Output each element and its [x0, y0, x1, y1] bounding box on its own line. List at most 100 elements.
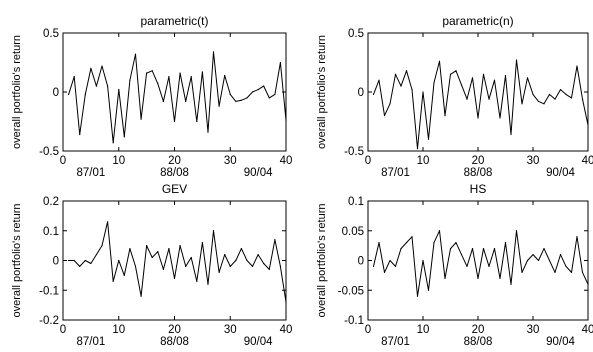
data-point — [112, 280, 114, 282]
data-point — [532, 93, 534, 95]
y-tick-label: -0.5 — [344, 146, 364, 158]
data-point — [565, 265, 567, 268]
data-point — [162, 268, 164, 271]
date-label: 88/08 — [160, 336, 189, 348]
axes-frame — [62, 200, 287, 321]
data-point — [179, 245, 181, 247]
data-point — [224, 253, 226, 256]
x-tick-label: 10 — [417, 324, 430, 336]
data-point — [493, 248, 496, 250]
data-point — [162, 100, 164, 103]
data-point — [263, 85, 265, 87]
data-point — [444, 115, 446, 117]
x-tick-label: 30 — [224, 155, 237, 167]
data-point — [488, 265, 490, 268]
data-point — [179, 72, 181, 74]
data-point — [587, 283, 589, 285]
data-point — [587, 124, 589, 126]
data-point — [372, 265, 375, 268]
data-point — [378, 79, 380, 81]
data-point — [559, 89, 562, 91]
data-point — [235, 100, 237, 103]
axes-frame — [367, 200, 589, 321]
data-point — [422, 259, 424, 262]
data-point — [488, 98, 490, 100]
chart-title: HS — [470, 182, 487, 196]
data-point — [279, 265, 282, 268]
subplot-parametric-t: parametric(t) overall portfolio's return -… — [11, 14, 292, 179]
data-point — [207, 283, 209, 285]
data-point — [118, 89, 120, 91]
y-tick-label: 0.1 — [348, 196, 364, 208]
x-tick-label: 20 — [472, 155, 485, 167]
date-label: 90/04 — [244, 336, 273, 348]
x-tick-label: 10 — [112, 155, 125, 167]
data-point — [438, 60, 441, 62]
data-point — [554, 98, 556, 100]
data-point — [235, 259, 237, 262]
x-tick-label: 0 — [60, 324, 66, 336]
data-point — [493, 79, 496, 81]
data-point — [543, 248, 545, 250]
data-point — [570, 97, 573, 99]
data-point — [190, 256, 192, 259]
date-label: 87/01 — [76, 167, 105, 179]
data-point — [257, 89, 259, 91]
x-tick-label: 40 — [582, 155, 593, 167]
data-point — [504, 74, 507, 77]
y-tick-label: -0.5 — [39, 146, 59, 158]
data-point — [73, 76, 75, 78]
data-point — [123, 136, 125, 138]
y-tick-label: 0.5 — [43, 28, 59, 40]
axes-frame — [367, 32, 589, 152]
data-point — [268, 268, 270, 271]
data-point — [576, 65, 578, 67]
data-point — [554, 271, 556, 273]
y-tick-label: -0.2 — [39, 315, 59, 327]
data-point — [285, 119, 287, 121]
data-point — [190, 76, 192, 78]
data-point — [185, 100, 187, 103]
data-point — [90, 262, 92, 265]
series-line — [68, 51, 287, 144]
data-point — [274, 239, 276, 241]
data-point — [482, 248, 485, 250]
data-point — [576, 236, 578, 238]
data-point — [565, 93, 567, 95]
data-point — [405, 242, 408, 244]
date-label: 90/04 — [244, 167, 273, 179]
y-tick-label: 0 — [358, 87, 364, 99]
data-point — [383, 115, 386, 117]
data-point — [466, 98, 468, 100]
data-point — [201, 242, 203, 244]
y-tick-label: 0.1 — [43, 226, 59, 238]
data-point — [196, 120, 198, 123]
data-point — [207, 131, 209, 133]
data-point — [499, 277, 501, 279]
date-label: 88/08 — [464, 336, 493, 348]
data-point — [151, 70, 153, 72]
data-point — [504, 242, 507, 244]
data-point — [400, 248, 402, 250]
data-point — [112, 142, 114, 144]
data-point — [268, 97, 270, 99]
data-point — [526, 77, 529, 79]
data-point — [146, 245, 148, 247]
data-point — [79, 265, 81, 268]
data-point — [201, 71, 203, 73]
data-point — [151, 256, 153, 259]
data-point — [466, 265, 468, 268]
data-point — [73, 259, 75, 262]
data-point — [140, 295, 142, 297]
data-point — [263, 262, 265, 265]
data-point — [218, 271, 220, 273]
data-point — [84, 259, 86, 262]
date-label: 88/08 — [160, 167, 189, 179]
date-label: 87/01 — [381, 336, 410, 348]
y-axis-label: overall portfolio's return — [11, 204, 23, 318]
data-point — [543, 103, 545, 105]
data-point — [422, 91, 424, 93]
y-tick-label: 0.5 — [348, 28, 364, 40]
data-point — [394, 265, 397, 268]
data-point — [471, 77, 474, 79]
